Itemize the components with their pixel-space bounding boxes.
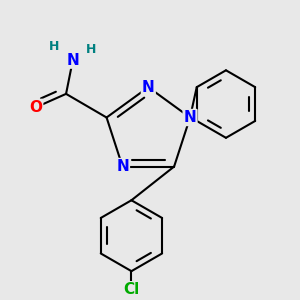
Text: N: N: [116, 159, 129, 174]
Text: N: N: [66, 52, 79, 68]
Text: H: H: [86, 44, 97, 56]
Text: N: N: [184, 110, 196, 125]
Text: O: O: [29, 100, 42, 115]
Text: N: N: [142, 80, 155, 95]
Text: H: H: [49, 40, 59, 53]
Text: Cl: Cl: [123, 282, 140, 297]
